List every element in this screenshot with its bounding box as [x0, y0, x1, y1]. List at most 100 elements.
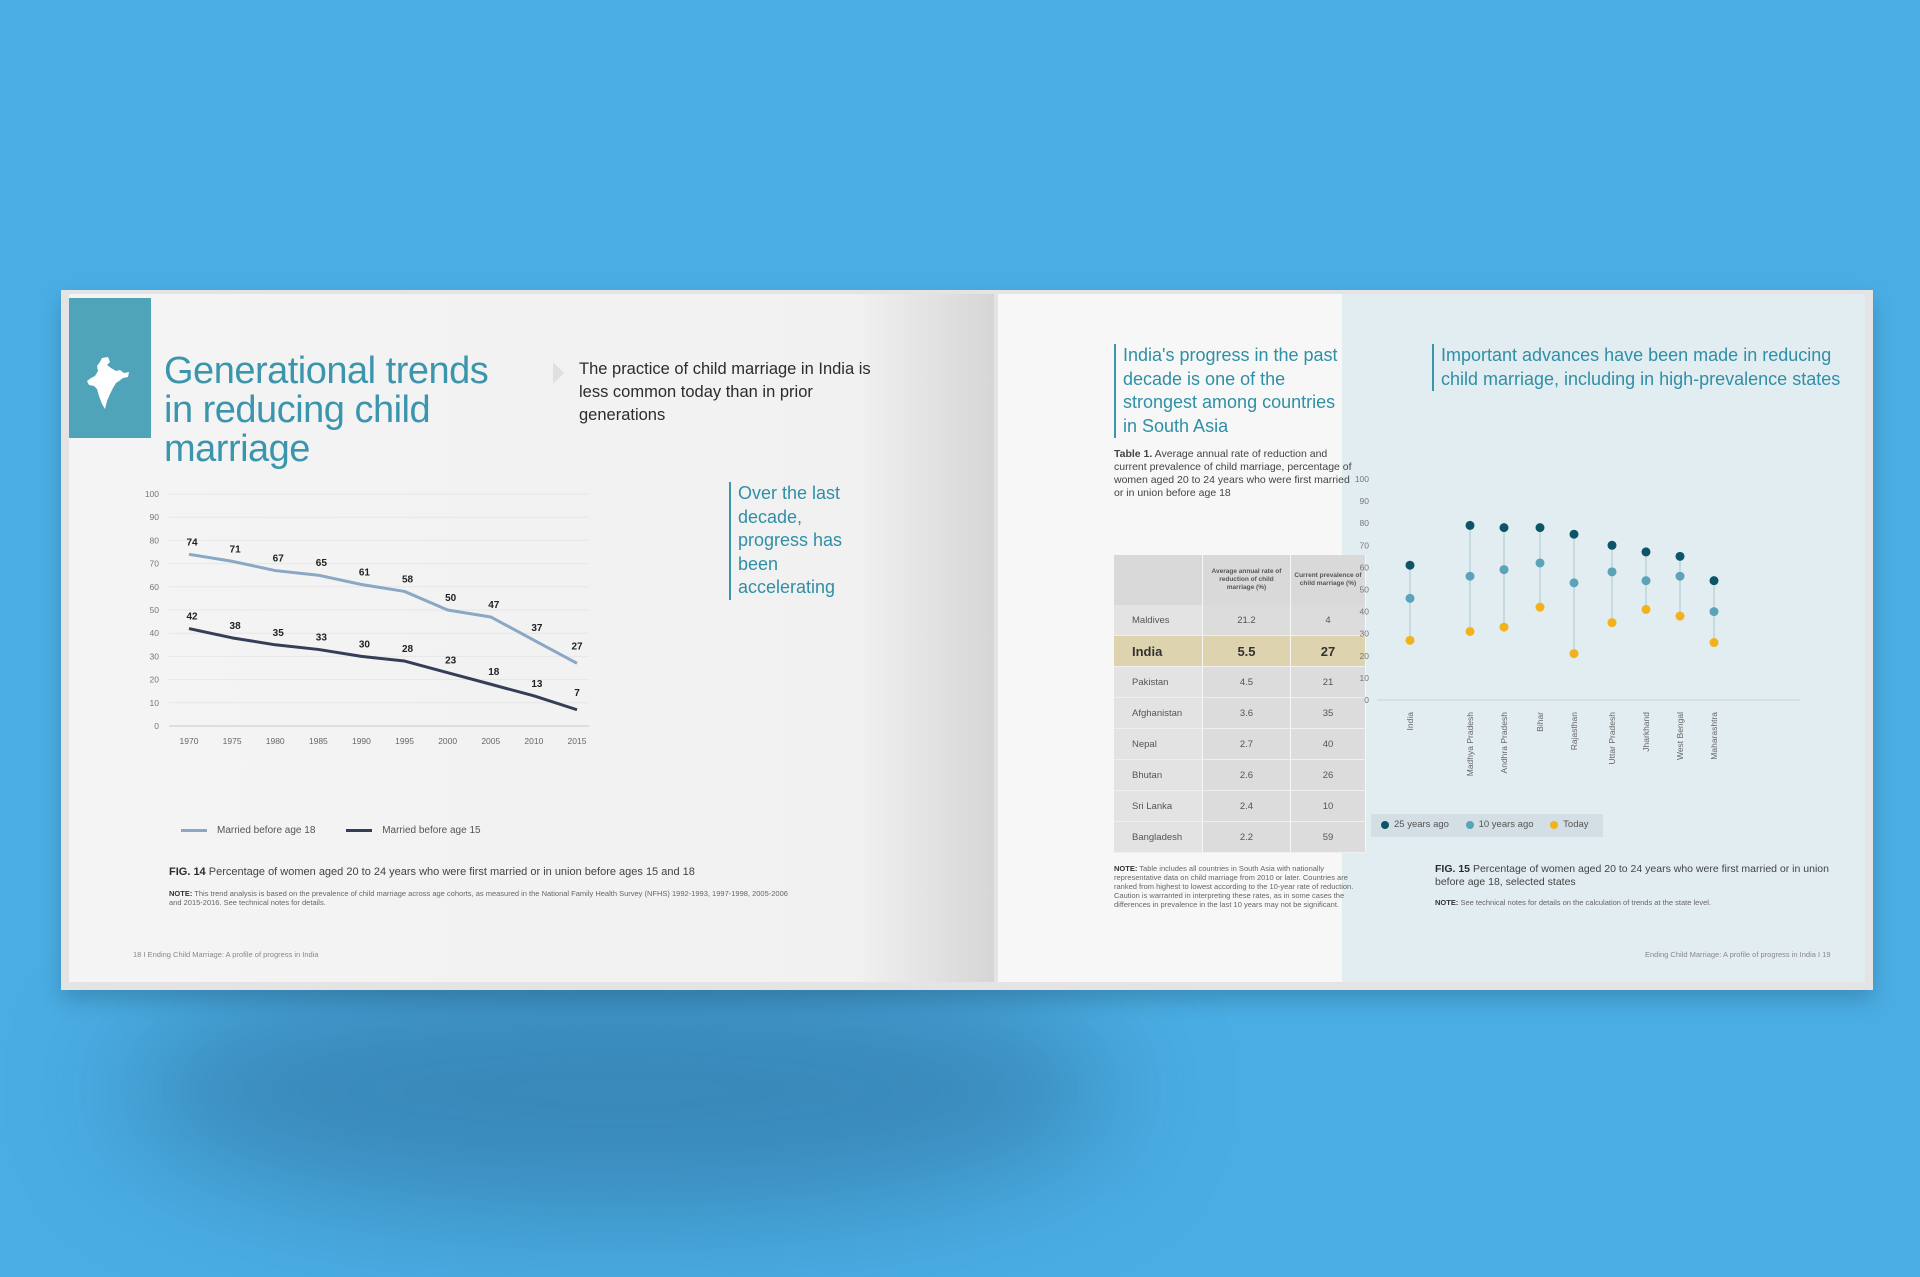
x-tick-label: Rajasthan	[1569, 712, 1579, 751]
y-tick-label: 80	[150, 535, 160, 545]
note-label: NOTE:	[169, 889, 193, 898]
y-tick-label: 90	[150, 512, 160, 522]
series-line-age18	[188, 552, 578, 665]
table-cell-prevalence: 21	[1290, 666, 1367, 698]
table-note-label: NOTE:	[1114, 864, 1138, 873]
y-tick-label: 40	[1360, 607, 1370, 617]
legend-dot-today	[1550, 820, 1559, 829]
footer-separator: I	[1818, 950, 1821, 959]
data-label: 65	[316, 558, 328, 569]
data-label: 71	[230, 544, 242, 555]
dot-chart-legend: 25 years ago 10 years ago Today	[1371, 814, 1603, 837]
figure-caption: FIG. 14 Percentage of women aged 20 to 2…	[169, 866, 789, 878]
dot-today	[1607, 618, 1617, 628]
chart-legend: Married before age 18 Married before age…	[181, 824, 509, 836]
callout-accelerating: Over the last decade, progress has been …	[729, 482, 848, 600]
dot-10-years-ago	[1465, 571, 1475, 581]
footer-title: Ending Child Marriage: A profile of prog…	[147, 950, 319, 959]
table-row-highlighted: India 5.5 27	[1114, 635, 1367, 667]
table-cell-prevalence: 35	[1290, 697, 1367, 729]
table-title: Table 1. Average annual rate of reductio…	[1114, 448, 1354, 500]
x-tick-label: 1975	[223, 736, 242, 746]
y-tick-label: 70	[150, 559, 160, 569]
left-page: Generational trends in reducing child ma…	[69, 294, 994, 982]
page-footer-right: Ending Child Marriage: A profile of prog…	[1645, 950, 1831, 959]
x-tick-label: India	[1405, 712, 1415, 731]
y-tick-label: 30	[1360, 629, 1370, 639]
y-tick-label: 20	[150, 675, 160, 685]
table-cell-country: India	[1114, 635, 1203, 667]
x-tick-label: West Bengal	[1675, 712, 1685, 760]
table-cell-rate: 21.2	[1202, 605, 1291, 636]
x-tick-label: 1970	[180, 736, 199, 746]
footer-separator: I	[143, 950, 146, 959]
x-tick-label: Uttar Pradesh	[1607, 712, 1617, 765]
footer-title: Ending Child Marriage: A profile of prog…	[1645, 950, 1816, 959]
table-cell-prevalence: 40	[1290, 728, 1367, 760]
data-label: 13	[531, 679, 543, 690]
table-label: Table 1.	[1114, 448, 1153, 460]
legend-dot-25-years	[1381, 820, 1389, 829]
table-row: Sri Lanka 2.4 10	[1114, 790, 1367, 822]
right-shaded-panel	[1342, 294, 1865, 982]
y-tick-label: 80	[1360, 518, 1370, 528]
y-tick-label: 10	[1360, 673, 1370, 683]
dot-10-years-ago	[1641, 576, 1651, 586]
dot-today	[1709, 638, 1719, 648]
dot-10-years-ago	[1499, 565, 1509, 575]
dot-25-years-ago	[1569, 529, 1579, 539]
x-tick-label: 2010	[524, 736, 543, 746]
legend-label-age18: Married before age 18	[217, 825, 316, 836]
legend-swatch-age18	[181, 829, 207, 832]
dot-10-years-ago	[1709, 607, 1719, 617]
x-tick-label: Andhra Pradesh	[1499, 712, 1509, 774]
dot-10-years-ago	[1607, 567, 1617, 577]
table-row: Afghanistan 3.6 35	[1114, 697, 1367, 729]
y-tick-label: 40	[150, 628, 160, 638]
dot-25-years-ago	[1607, 540, 1617, 550]
intro-text: The practice of child marriage in India …	[579, 360, 871, 424]
dot-today	[1675, 611, 1685, 621]
dot-25-years-ago	[1499, 523, 1509, 533]
dot-today	[1499, 622, 1509, 632]
table-header-prevalence: Current prevalence of child marriage (%)	[1290, 555, 1367, 605]
x-tick-label: Maharashtra	[1709, 712, 1719, 760]
table-cell-rate: 3.6	[1202, 697, 1291, 729]
dot-today	[1535, 602, 1545, 612]
table-title-text: Average annual rate of reduction and cur…	[1114, 448, 1352, 499]
data-label: 38	[230, 621, 242, 632]
table-cell-rate: 4.5	[1202, 666, 1291, 698]
title-tab	[69, 298, 151, 438]
note-text: This trend analysis is based on the prev…	[169, 889, 788, 907]
legend-label-today: Today	[1563, 819, 1589, 830]
right-page: India's progress in the past decade is o…	[998, 294, 1865, 982]
table-row: Bhutan 2.6 26	[1114, 759, 1367, 791]
legend-item-age18: Married before age 18	[181, 825, 315, 836]
figure15-caption: FIG. 15 Percentage of women aged 20 to 2…	[1435, 863, 1845, 889]
x-tick-label: 2000	[438, 736, 457, 746]
dot-25-years-ago	[1535, 523, 1545, 533]
figure15-caption-text: Percentage of women aged 20 to 24 years …	[1435, 863, 1829, 888]
data-label: 58	[402, 574, 414, 585]
callout-states: Important advances have been made in red…	[1432, 344, 1851, 391]
x-tick-label: 1980	[266, 736, 285, 746]
page-footer-left: 18 I Ending Child Marriage: A profile of…	[133, 950, 319, 959]
table-cell-country: Maldives	[1114, 605, 1203, 636]
figure15-note: NOTE: See technical notes for details on…	[1435, 898, 1845, 907]
dot-10-years-ago	[1535, 558, 1545, 568]
x-tick-label: Bihar	[1535, 712, 1545, 732]
dot-10-years-ago	[1675, 571, 1685, 581]
y-tick-label: 50	[1360, 585, 1370, 595]
series-line-age15	[188, 627, 578, 712]
figure15-label: FIG. 15	[1435, 863, 1471, 875]
y-tick-label: 0	[1364, 695, 1369, 705]
legend-label-age15: Married before age 15	[382, 825, 481, 836]
legend-label-10-years: 10 years ago	[1478, 819, 1534, 830]
y-tick-label: 20	[1360, 651, 1370, 661]
table-note: NOTE: Table includes all countries in So…	[1114, 864, 1364, 909]
data-label: 74	[186, 537, 198, 548]
x-tick-label: 1995	[395, 736, 414, 746]
data-label: 18	[488, 667, 500, 678]
legend-label-25-years: 25 years ago	[1394, 819, 1449, 830]
x-tick-label: Madhya Pradesh	[1465, 712, 1475, 777]
